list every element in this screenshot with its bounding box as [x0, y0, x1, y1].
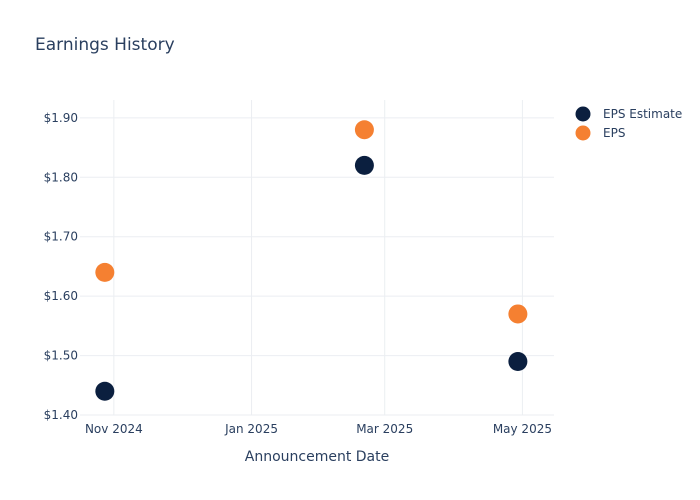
- data-point[interactable]: [508, 352, 528, 372]
- y-tick-label: $1.70: [44, 230, 78, 244]
- legend-marker: [575, 106, 591, 122]
- data-point[interactable]: [95, 262, 115, 282]
- series-0: [95, 155, 528, 401]
- legend-item[interactable]: EPS Estimate: [575, 106, 683, 122]
- x-tick-label: Jan 2025: [224, 422, 278, 436]
- data-point[interactable]: [508, 304, 528, 324]
- legend[interactable]: EPS Estimate EPS: [575, 106, 683, 141]
- x-axis-tick-labels: Nov 2024 Jan 2025 Mar 2025 May 2025: [85, 422, 552, 436]
- y-tick-label: $1.40: [44, 408, 78, 422]
- data-point[interactable]: [354, 120, 374, 140]
- data-points: [95, 120, 528, 401]
- y-tick-label: $1.80: [44, 170, 78, 184]
- x-tick-label: May 2025: [493, 422, 552, 436]
- x-gridlines: [113, 100, 523, 415]
- chart-title: Earnings History: [35, 35, 175, 55]
- y-tick-label: $1.90: [44, 111, 78, 125]
- data-point[interactable]: [354, 155, 374, 175]
- y-tick-label: $1.50: [44, 349, 78, 363]
- data-point[interactable]: [95, 381, 115, 401]
- legend-item[interactable]: EPS: [575, 125, 626, 141]
- x-axis-title: Announcement Date: [245, 449, 389, 465]
- x-tick-label: Nov 2024: [85, 422, 143, 436]
- legend-label: EPS Estimate: [603, 107, 682, 121]
- y-tick-label: $1.60: [44, 289, 78, 303]
- legend-marker: [575, 125, 591, 141]
- legend-label: EPS: [603, 126, 625, 140]
- series-1: [95, 120, 528, 324]
- y-gridlines: [80, 117, 554, 416]
- y-axis-tick-labels: $1.40 $1.50 $1.60 $1.70 $1.80 $1.90: [44, 111, 78, 422]
- x-tick-label: Mar 2025: [356, 422, 413, 436]
